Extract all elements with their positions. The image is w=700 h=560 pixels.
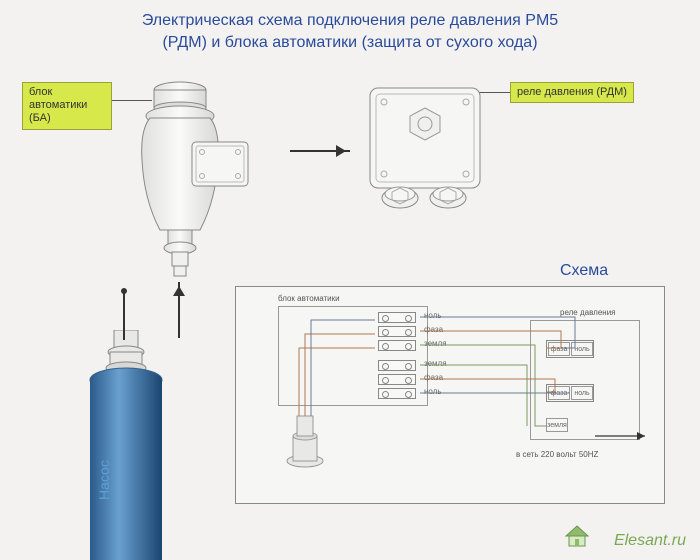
callout-rdm-text: реле давления (РДМ) [517, 86, 627, 98]
title-line-1: Электрическая схема подключения реле дав… [142, 12, 558, 29]
arrow-pump-to-ba [178, 282, 180, 338]
ba-device-drawing [120, 70, 280, 290]
diagram-title: Электрическая схема подключения реле дав… [40, 10, 660, 53]
ba-small-label: блок автоматики [278, 294, 340, 303]
terminal-3 [378, 340, 416, 351]
pump-drawing [70, 330, 190, 560]
relay-small-label: реле давления [560, 308, 616, 317]
schema-title: Схема [560, 262, 608, 280]
house-icon [564, 524, 590, 548]
wire-label-2: земля [424, 339, 447, 348]
pump-cable-dot [121, 288, 127, 294]
arrow-ba-to-rdm [290, 150, 350, 152]
wire-label-0: ноль [424, 311, 442, 320]
pump-label: Насос [96, 460, 112, 500]
wire-label-4: фаза [424, 373, 443, 382]
relay-cell-null-1: ноль [571, 342, 593, 356]
terminal-2 [378, 326, 416, 337]
callout-ba-text: блок автоматики (БА) [29, 86, 87, 124]
wire-label-5: ноль [424, 387, 442, 396]
relay-pair-1: фаза ноль [546, 340, 594, 358]
relay-cell-null-2: ноль [571, 386, 593, 400]
network-label: в сеть 220 вольт 50HZ [516, 450, 598, 459]
callout-rdm: реле давления (РДМ) [510, 82, 634, 103]
relay-cell-ground: земля [546, 418, 568, 432]
wire-label-1: фаза [424, 325, 443, 334]
pump-cable [123, 292, 125, 340]
relay-cell-phase-2: фаза [548, 386, 570, 400]
callout-ba: блок автоматики (БА) [22, 82, 112, 130]
terminal-6 [378, 388, 416, 399]
relay-cell-phase-1: фаза [548, 342, 570, 356]
footer-brand: Elesant.ru [614, 532, 686, 550]
rdm-device-drawing [360, 80, 500, 230]
terminal-1 [378, 312, 416, 323]
title-line-2: (РДМ) и блока автоматики (защита от сухо… [162, 34, 537, 51]
terminal-4 [378, 360, 416, 371]
relay-pair-2: фаза ноль [546, 384, 594, 402]
wire-label-3: земля [424, 359, 447, 368]
terminal-5 [378, 374, 416, 385]
